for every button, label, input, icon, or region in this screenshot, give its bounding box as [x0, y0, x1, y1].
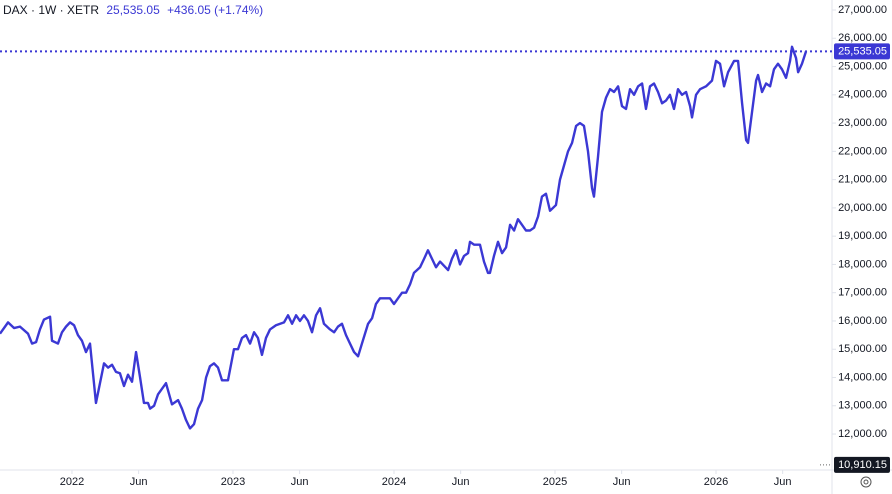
x-tick-label: Jun — [774, 476, 792, 488]
y-tick-label: 25,000.00 — [838, 60, 887, 72]
x-tick-label: 2025 — [543, 476, 567, 488]
x-tick-label: 2024 — [382, 476, 406, 488]
y-tick-label: 12,000.00 — [838, 428, 887, 440]
x-tick-label: Jun — [452, 476, 470, 488]
last-price-box — [834, 43, 890, 60]
y-tick-label: 14,000.00 — [838, 371, 887, 383]
price: 25,535.05 — [106, 3, 160, 17]
settings-icon[interactable] — [860, 476, 872, 488]
low-marker-box — [834, 456, 890, 473]
y-tick-label: 15,000.00 — [838, 343, 887, 355]
x-tick-label: Jun — [613, 476, 631, 488]
legend-header: DAX · 1W · XETR 25,535.05 +436.05 (+1.74… — [3, 3, 267, 17]
y-tick-label: 19,000.00 — [838, 230, 887, 242]
x-tick-label: 2026 — [704, 476, 728, 488]
y-tick-label: 24,000.00 — [838, 89, 887, 101]
y-tick-label: 16,000.00 — [838, 315, 887, 327]
y-tick-label: 20,000.00 — [838, 202, 887, 214]
y-tick-label: 17,000.00 — [838, 287, 887, 299]
low-marker-label: 10,910.15 — [838, 459, 887, 471]
y-tick-label: 18,000.00 — [838, 258, 887, 270]
y-tick-label: 21,000.00 — [838, 174, 887, 186]
symbol: DAX · 1W · XETR — [3, 3, 100, 17]
x-tick-label: Jun — [291, 476, 309, 488]
change: +436.05 (+1.74%) — [167, 3, 264, 17]
x-tick-label: 2023 — [221, 476, 245, 488]
y-tick-label: 26,000.00 — [838, 32, 887, 44]
price-line — [0, 45, 808, 430]
y-tick-label: 13,000.00 — [838, 400, 887, 412]
y-tick-label: 22,000.00 — [838, 145, 887, 157]
y-tick-label: 27,000.00 — [838, 4, 887, 16]
x-tick-label: Jun — [130, 476, 148, 488]
y-tick-label: 23,000.00 — [838, 117, 887, 129]
last-price-label: 25,535.05 — [838, 45, 887, 57]
x-tick-label: 2022 — [60, 476, 84, 488]
settings-icon-center — [863, 479, 869, 485]
